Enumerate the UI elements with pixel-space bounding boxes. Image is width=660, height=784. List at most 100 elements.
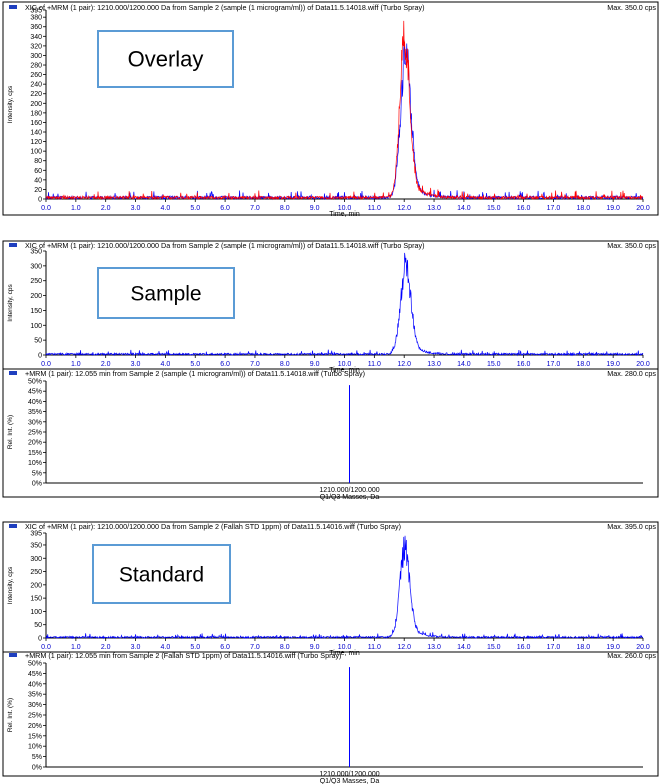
y-tick-label: 280 [30,63,42,70]
label-box [97,267,235,319]
x-tick-label: 0.0 [41,361,51,368]
chart-sample-ms: 0% 5% 10% 15% 20% 25% 30% 35% 40% 45% 50% Rel. Int.… [2,368,659,501]
panel-header: XIC of +MRM (1 pair): 1210.000/1200.000 … [9,241,656,250]
x-tick-label: 16.0 [517,644,531,651]
series-trace-red [45,20,644,201]
x-tick-label: 1.0 [71,205,81,212]
x-tick-label: 2.0 [101,361,111,368]
x-tick-label: 19.0 [606,361,620,368]
label-box-text: Overlay [128,47,204,72]
x-tick-label: 12.0 [397,205,411,212]
y-tick-label: 360 [30,24,42,31]
mass-category-label: 1210.000/1200.000 [319,487,379,494]
x-tick-label: 14.0 [457,361,471,368]
y-tick-label: 200 [30,293,42,300]
y-tick-label: 100 [30,149,42,156]
x-tick-label: 18.0 [576,361,590,368]
label-box-text: Standard [119,563,204,586]
y-tick-label: 30% [28,419,42,426]
y-tick-label: 250 [30,278,42,285]
x-tick-label: 11.0 [368,205,381,212]
y-tick-label: 80 [34,158,42,165]
x-tick-label: 8.0 [280,644,290,651]
y-tick-label: 40% [28,399,42,406]
panel-frame [2,1,659,216]
max-intensity-label: Max. 260.0 cps [607,651,656,660]
max-intensity-label: Max. 395.0 cps [607,522,656,531]
panel-marker-icon [9,5,17,9]
y-tick-label: 0 [38,636,42,643]
y-tick-label: 25% [28,430,42,437]
y-tick-label: 140 [30,130,42,137]
x-tick-label: 4.0 [161,644,171,651]
x-tick-label: 6.0 [220,361,230,368]
y-tick-label: 120 [30,139,42,146]
y-tick-label: 10% [28,744,42,751]
y-tick-label: 5% [32,754,42,761]
y-tick-label: 340 [30,34,42,41]
y-tick-label: 150 [30,596,42,603]
y-axis-title: Intensity, cps [7,85,14,123]
y-tick-label: 35% [28,409,42,416]
y-tick-label: 180 [30,110,42,117]
y-tick-label: 25% [28,713,42,720]
x-tick-label: 11.0 [368,361,381,368]
panel-frame [2,368,659,498]
panel-marker-icon [9,653,17,657]
y-tick-label: 160 [30,120,42,127]
y-tick-label: 20 [34,187,42,194]
x-tick-label: 13.0 [427,361,441,368]
y-tick-label: 0 [38,353,42,360]
panel-header: +MRM (1 pair): 12.055 min from Sample 2 … [9,651,656,660]
y-tick-label: 35% [28,692,42,699]
x-tick-label: 3.0 [131,361,141,368]
x-tick-label: 10.0 [338,644,352,651]
y-tick-label: 0% [32,765,42,772]
chart-sample-xic: 0 50 100 150 200 250 300 350 0.0 1.0 2.0 3.0 4.0 5.0 6… [2,240,659,374]
max-intensity-label: Max. 350.0 cps [607,3,656,12]
y-tick-label: 300 [30,556,42,563]
y-tick-label: 0 [38,197,42,204]
x-tick-label: 20.0 [636,644,650,651]
x-tick-label: 11.0 [368,644,381,651]
label-box [92,544,231,604]
x-tick-label: 19.0 [606,644,620,651]
x-tick-label: 7.0 [250,361,260,368]
x-tick-label: 20.0 [636,361,650,368]
y-tick-label: 15% [28,733,42,740]
mass-category-label: 1210.000/1200.000 [319,771,379,778]
x-tick-label: 17.0 [547,205,561,212]
x-tick-label: 5.0 [190,205,200,212]
y-tick-label: 5% [32,470,42,477]
y-tick-label: 150 [30,308,42,315]
label-box-text: Sample [130,282,201,305]
x-tick-label: 14.0 [457,644,471,651]
y-tick-label: 350 [30,542,42,549]
max-intensity-label: Max. 280.0 cps [607,369,656,378]
y-tick-label: 45% [28,671,42,678]
panel-marker-icon [9,524,17,528]
x-tick-label: 4.0 [161,205,171,212]
x-axis-title: Q1/Q3 Masses, Da [320,494,380,501]
panel-header: XIC of +MRM (1 pair): 1210.000/1200.000 … [9,3,656,12]
x-tick-label: 3.0 [131,644,141,651]
chart-overlay-xic: 0 20 40 60 80 100 120 140 160 180 200 220 240 260 280 3… [2,1,659,218]
y-tick-label: 45% [28,389,42,396]
y-tick-label: 50% [28,379,42,386]
panel-title: +MRM (1 pair): 12.055 min from Sample 2 … [25,651,341,660]
y-tick-label: 20% [28,440,42,447]
x-tick-label: 5.0 [190,361,200,368]
y-tick-label: 50 [34,338,42,345]
x-tick-label: 1.0 [71,361,81,368]
y-tick-label: 380 [30,15,42,22]
x-axis-title: Time, min [329,650,360,657]
x-tick-label: 6.0 [220,644,230,651]
y-tick-label: 200 [30,101,42,108]
y-tick-label: 0% [32,481,42,488]
y-axis-title: Intensity, cps [7,284,14,322]
y-tick-label: 100 [30,323,42,330]
x-tick-label: 17.0 [547,644,561,651]
panel-marker-icon [9,371,17,375]
y-tick-label: 50% [28,661,42,668]
